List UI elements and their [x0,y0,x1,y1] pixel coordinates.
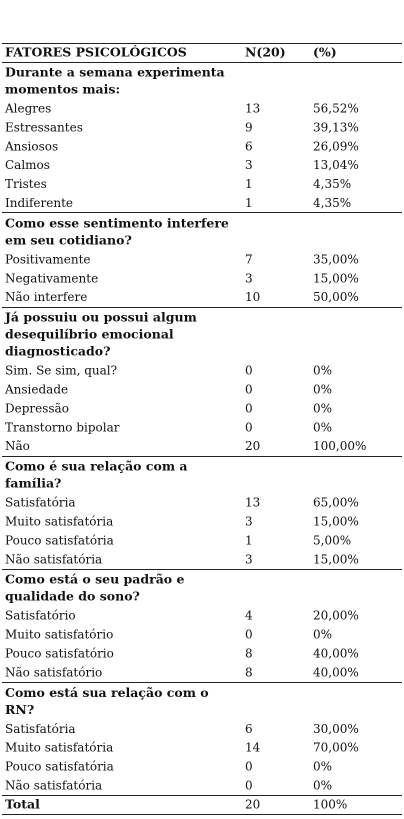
row-label: Satisfatória [5,722,76,736]
row-label: Calmos [5,158,50,172]
row-label: Depressão [5,401,69,415]
row-pct: 30,00% [313,722,359,736]
row-n: 0 [245,779,253,793]
row-pct: 26,09% [313,139,359,153]
row-n: 1 [245,177,253,191]
row-n: 3 [245,552,253,566]
row-label: Não satisfatória [5,779,102,793]
row-n: 14 [245,741,261,755]
row-label: Muito satisfatória [5,741,113,755]
header-n: N(20) [245,45,286,60]
section-title: Já possuiu ou possui algum [4,310,197,325]
row-label: Satisfatória [5,496,76,510]
row-pct: 40,00% [313,665,359,679]
row-label: Tristes [5,177,47,191]
row-pct: 0% [313,383,332,397]
row-pct: 15,00% [313,552,359,566]
row-n: 0 [245,401,253,415]
section-title: momentos mais: [5,82,120,97]
row-n: 6 [245,139,253,153]
row-pct: 5,00% [313,533,351,547]
row-pct: 0% [313,364,332,378]
row-n: 9 [245,120,253,134]
row-n: 0 [245,420,253,434]
row-pct: 40,00% [313,647,359,661]
row-pct: 0% [313,628,332,642]
row-pct: 15,00% [313,271,359,285]
row-label: Negativamente [5,271,98,285]
row-pct: 70,00% [313,741,359,755]
row-label: Sim. Se sim, qual? [5,364,117,378]
row-pct: 15,00% [313,515,359,529]
row-n: 3 [245,515,253,529]
row-pct: 4,35% [313,177,351,191]
row-label: Muito satisfatório [5,628,113,642]
row-n: 0 [245,760,253,774]
row-pct: 50,00% [313,290,359,304]
section-title: RN? [5,702,34,717]
section-title: desequilíbrio emocional [5,327,174,342]
row-n: 10 [245,290,260,304]
total-label: Total [5,797,40,812]
row-pct: 100,00% [313,439,366,453]
header-label: FATORES PSICOLÓGICOS [5,44,187,60]
row-label: Transtorno bipolar [5,420,120,434]
row-pct: 39,13% [313,120,359,134]
row-pct: 0% [313,420,332,434]
row-n: 6 [245,722,253,736]
row-label: Estressantes [5,120,83,134]
section-title: qualidade do sono? [5,589,140,604]
row-pct: 0% [313,401,332,415]
row-label: Muito satisfatória [5,515,113,529]
row-pct: 4,35% [313,196,351,210]
row-label: Pouco satisfatória [5,760,114,774]
row-label: Satisfatório [5,609,76,623]
row-pct: 20,00% [313,609,359,623]
section-title: família? [5,476,61,491]
row-label: Ansiedade [4,383,68,397]
row-n: 3 [245,158,253,172]
row-n: 13 [245,102,260,116]
section-title: diagnosticado? [5,344,110,359]
row-n: 8 [245,647,253,661]
row-label: Alegres [4,102,51,116]
row-n: 13 [245,496,260,510]
row-label: Ansiosos [4,139,58,153]
row-label: Pouco satisfatório [5,647,114,661]
row-label: Não satisfatória [5,552,102,566]
row-n: 20 [245,439,260,453]
section-title: Durante a semana experimenta [5,65,225,80]
row-label: Não [5,439,30,453]
row-pct: 35,00% [313,252,359,266]
section-title: Como está o seu padrão e [5,572,184,587]
row-label: Pouco satisfatória [5,533,114,547]
row-n: 1 [245,533,253,547]
total-pct: 100% [313,798,347,812]
row-pct: 13,04% [313,158,359,172]
row-n: 8 [245,665,253,679]
section-title: Como é sua relação com a [5,459,188,474]
row-n: 4 [245,609,253,623]
row-label: Não satisfatório [5,665,102,679]
row-n: 3 [245,271,253,285]
row-n: 1 [245,196,253,210]
row-n: 0 [245,628,253,642]
row-n: 7 [245,252,253,266]
section-title: Como está sua relação com o [5,685,209,700]
section-title: Como esse sentimento interfere [5,215,229,230]
row-pct: 56,52% [313,102,359,116]
row-n: 0 [245,364,253,378]
row-pct: 65,00% [313,496,359,510]
row-pct: 0% [313,779,332,793]
row-label: Positivamente [5,252,91,266]
total-n: 20 [245,798,260,812]
row-pct: 0% [313,760,332,774]
row-n: 0 [245,383,253,397]
section-title: em seu cotidiano? [5,232,132,247]
row-label: Não interfere [5,290,87,304]
header-pct: (%) [313,45,337,60]
row-label: Indiferente [5,196,73,210]
